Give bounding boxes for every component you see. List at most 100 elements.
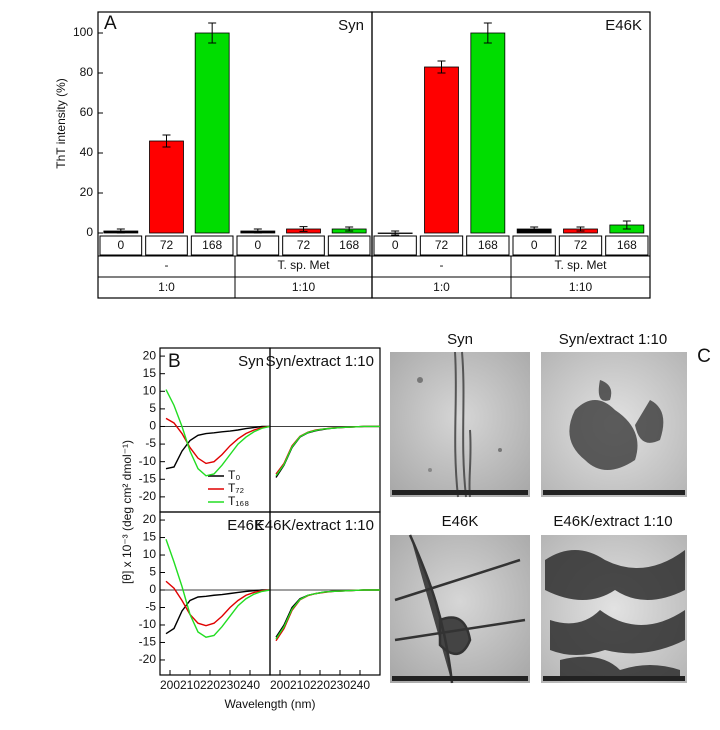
- panel-title: E46K: [227, 517, 264, 534]
- category-cell: [419, 235, 464, 256]
- micrograph: [541, 352, 687, 497]
- error-bar: [345, 226, 354, 232]
- y-axis-label: ThT intensity (%): [54, 78, 68, 168]
- y-tick-label: 0: [149, 582, 156, 596]
- panel-label: A: [104, 13, 117, 34]
- x-tick-label: 168: [617, 238, 637, 252]
- micrograph: [390, 351, 530, 498]
- micrograph-title: Syn/extract 1:10: [559, 331, 667, 348]
- group-label: T. sp. Met: [277, 258, 330, 272]
- error-bar: [576, 226, 585, 232]
- category-cell: [190, 235, 234, 256]
- category-cell: [99, 235, 143, 256]
- spectrum-line: [275, 425, 380, 475]
- x-tick-label: 230: [220, 678, 240, 692]
- spectrum-line: [165, 389, 271, 477]
- spectrum-line: [275, 425, 380, 477]
- error-bar: [483, 22, 492, 44]
- y-tick-label: 15: [143, 366, 157, 380]
- y-tick-label: -15: [139, 471, 157, 485]
- plot-frame: [159, 511, 271, 676]
- category-cell: [512, 235, 556, 256]
- group-label: -: [165, 258, 169, 272]
- bar: [149, 140, 184, 234]
- spectrum-line: [165, 539, 271, 638]
- y-axis-label: [θ] x 10⁻³ (deg cm² dmol⁻¹): [120, 440, 134, 584]
- ratio-label: 1:10: [292, 280, 316, 294]
- y-tick-label: 10: [143, 383, 157, 397]
- spectrum-line: [275, 589, 380, 640]
- panel-label: C: [697, 346, 711, 367]
- bar: [470, 32, 506, 234]
- y-tick-label: 40: [80, 145, 94, 159]
- x-tick-label: 200: [160, 678, 180, 692]
- bar: [424, 66, 459, 234]
- y-tick-label: 20: [143, 348, 157, 362]
- plot-frame: [269, 347, 381, 513]
- x-tick-label: 220: [310, 678, 330, 692]
- plot-frame: [269, 511, 381, 676]
- error-bar: [299, 226, 308, 232]
- y-tick-label: -10: [139, 454, 157, 468]
- y-tick-label: 80: [80, 65, 94, 79]
- category-cell: [145, 235, 188, 256]
- category-cell: [466, 235, 510, 256]
- spectrum-line: [275, 425, 380, 478]
- group-label: -: [440, 258, 444, 272]
- group-label: T. sp. Met: [554, 258, 607, 272]
- category-cell: [282, 235, 325, 256]
- micrograph-title: E46K/extract 1:10: [553, 513, 672, 530]
- panel-title: E46K/extract 1:10: [255, 517, 374, 534]
- error-bar: [622, 220, 631, 230]
- spectrum-line: [165, 580, 271, 627]
- y-tick-label: -15: [139, 635, 157, 649]
- x-tick-label: 0: [117, 238, 124, 252]
- spectrum-line: [165, 589, 270, 635]
- y-tick-label: 100: [73, 25, 93, 39]
- category-cell: [327, 235, 371, 256]
- legend-label: T₇₂: [228, 481, 244, 495]
- error-bar: [530, 226, 539, 232]
- x-tick-label: 168: [339, 238, 359, 252]
- x-tick-label: 72: [297, 238, 311, 252]
- error-bar: [391, 230, 400, 236]
- micrograph: [541, 535, 687, 683]
- x-tick-label: 220: [200, 678, 220, 692]
- spectrum-line: [275, 589, 380, 638]
- x-tick-label: 72: [435, 238, 449, 252]
- x-tick-label: 210: [180, 678, 200, 692]
- panel-title: Syn: [338, 17, 364, 34]
- y-tick-label: 0: [86, 225, 93, 239]
- y-tick-label: 60: [80, 105, 94, 119]
- panel-label: B: [168, 351, 181, 372]
- spectrum-line: [275, 589, 380, 642]
- micrograph-title: E46K: [442, 513, 479, 530]
- x-tick-label: 210: [290, 678, 310, 692]
- y-tick-label: 10: [143, 547, 157, 561]
- x-tick-label: 200: [270, 678, 290, 692]
- x-tick-label: 0: [392, 238, 399, 252]
- spectrum-line: [165, 425, 270, 470]
- category-cell: [558, 235, 603, 256]
- error-bar: [116, 228, 125, 234]
- category-cell: [236, 235, 280, 256]
- panel-title: Syn/extract 1:10: [266, 353, 374, 370]
- micrograph: [390, 534, 530, 684]
- y-tick-label: -10: [139, 617, 157, 631]
- x-tick-label: 230: [330, 678, 350, 692]
- error-bar: [208, 22, 217, 44]
- category-cell: [373, 235, 417, 256]
- y-tick-label: 5: [149, 401, 156, 415]
- y-tick-label: -20: [139, 652, 157, 666]
- y-tick-label: -5: [145, 600, 156, 614]
- x-tick-label: 168: [202, 238, 222, 252]
- legend-label: T₁₆₈: [228, 494, 249, 508]
- x-tick-label: 72: [574, 238, 588, 252]
- x-tick-label: 0: [254, 238, 261, 252]
- error-bar: [253, 228, 262, 234]
- bar: [194, 32, 230, 234]
- ratio-label: 1:0: [433, 280, 450, 294]
- y-tick-label: 20: [80, 185, 94, 199]
- ratio-label: 1:10: [569, 280, 593, 294]
